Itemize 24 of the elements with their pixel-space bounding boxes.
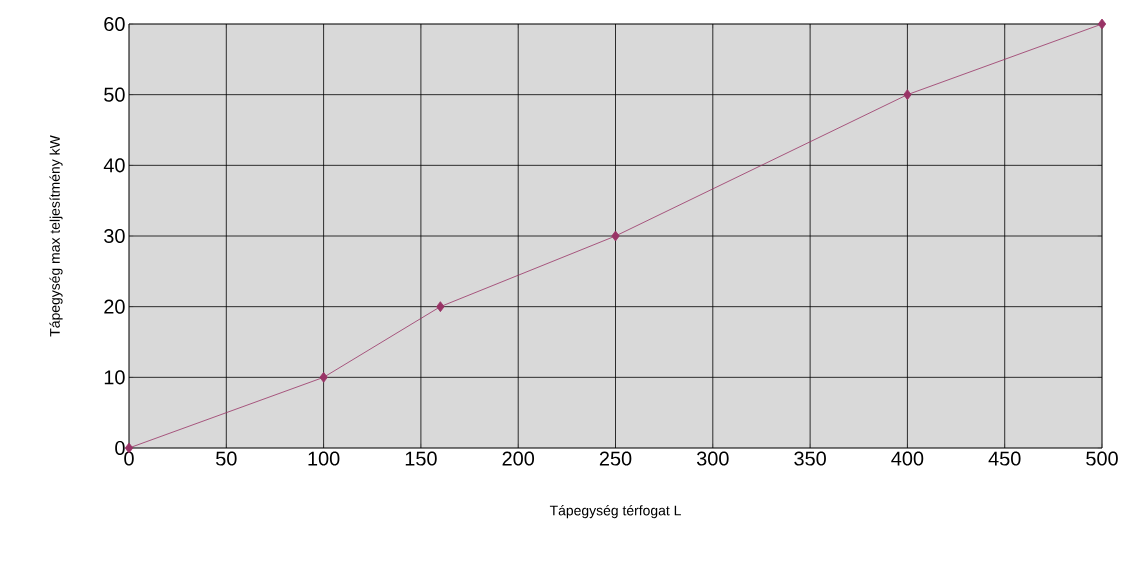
- y-tick-label: 60: [104, 16, 125, 32]
- x-tick-label: 150: [405, 451, 437, 466]
- point: [319, 371, 328, 383]
- y-axis-title: Tápegység max teljesítmény kW: [49, 135, 63, 337]
- y-tick-label: 0: [115, 440, 125, 456]
- x-tick-label: 250: [599, 451, 632, 466]
- point: [903, 89, 912, 101]
- point: [1097, 18, 1107, 30]
- point: [436, 301, 445, 313]
- y-tick-label: 10: [104, 370, 125, 385]
- x-tick-label: 100: [308, 451, 340, 466]
- x-tick-label: 300: [696, 451, 729, 466]
- x-tick-label: 400: [891, 451, 924, 466]
- y-tick-label: 40: [103, 158, 125, 173]
- x-tick-label: 350: [794, 451, 826, 466]
- x-axis-title: Tápegység térfogat L: [549, 505, 681, 519]
- x-tick-label: 200: [502, 451, 535, 466]
- point: [611, 230, 620, 242]
- x-tick-label: 500: [1086, 451, 1118, 466]
- x-tick-label: 50: [216, 451, 237, 466]
- y-tick-label: 20: [104, 299, 125, 314]
- y-tick-label: 50: [104, 87, 125, 102]
- x-tick-label: 450: [988, 451, 1021, 466]
- y-tick-label: 30: [104, 228, 125, 244]
